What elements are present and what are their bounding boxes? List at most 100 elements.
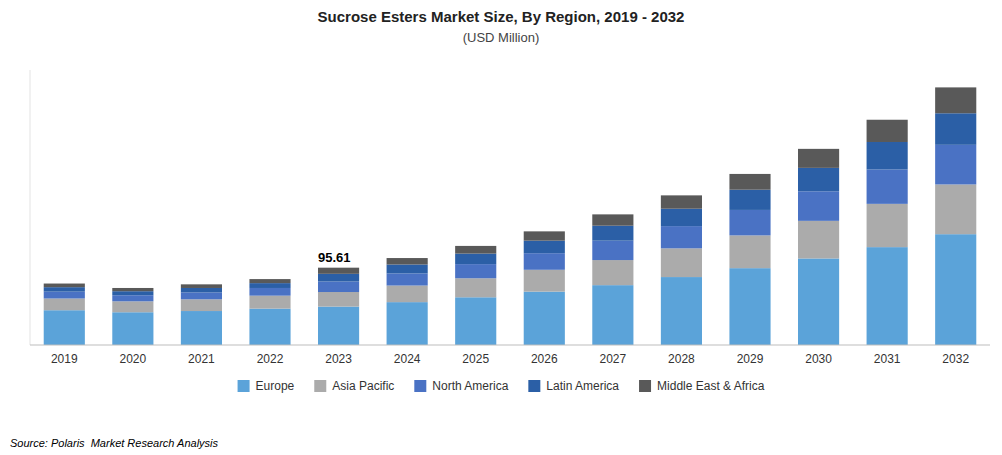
bar [729,268,770,345]
bar [318,307,359,345]
bar [387,265,428,274]
bar [592,241,633,260]
x-tick-label: 2027 [600,352,627,366]
bar [181,292,222,299]
bar [592,260,633,285]
bar [249,288,290,296]
bar [524,231,565,240]
bar [249,309,290,345]
bar [661,277,702,345]
x-tick-label: 2025 [462,352,489,366]
x-tick-label: 2019 [51,352,78,366]
bar [935,145,976,185]
x-tick-label: 2032 [942,352,969,366]
series-group [44,87,977,291]
source: Source: Polaris Market Research Analysis [10,437,219,449]
bar [455,254,496,265]
bar [181,284,222,288]
x-tick-label: 2020 [120,352,147,366]
legend-label: Europe [256,379,295,393]
bar [181,288,222,292]
bar [44,310,85,345]
bar [867,142,908,170]
legend: Europe Asia Pacific North America Latin Ame… [238,379,765,393]
legend-swatch [238,380,250,392]
legend-item: Asia Pacific [314,379,394,393]
bar [524,292,565,345]
bar [112,291,153,295]
bar [112,301,153,312]
y-axis-line [30,70,31,345]
bar [729,174,770,190]
x-tick-label: 2023 [325,352,352,366]
legend-label: Latin America [546,379,619,393]
bar [729,235,770,268]
bar [524,253,565,270]
series-group [44,184,977,312]
legend-swatch [414,380,426,392]
bar [592,226,633,241]
bar [387,273,428,285]
x-tick-label: 2031 [874,352,901,366]
bar [729,190,770,210]
bar [112,312,153,345]
bar [455,297,496,345]
bar [249,283,290,288]
x-axis-line [30,345,990,346]
bar [798,191,839,221]
annotation: 95.61 [318,250,351,265]
bar [798,168,839,191]
bar [661,226,702,248]
chart-svg: Sucrose Esters Market Size, By Region, 2… [0,0,1002,455]
bar [44,292,85,299]
legend-swatch [314,380,326,392]
x-tick-label: 2021 [188,352,215,366]
bar [935,184,976,234]
bar [661,195,702,208]
bar [867,120,908,142]
bar [112,288,153,291]
legend-item: North America [414,379,508,393]
bar [867,247,908,345]
legend-item: Middle East & Africa [639,379,765,393]
x-tick-label: 2030 [805,352,832,366]
bar [455,246,496,254]
legend-swatch [528,380,540,392]
legend-label: Asia Pacific [332,379,394,393]
bar [867,169,908,203]
bar [661,248,702,277]
bar [249,279,290,283]
legend-label: North America [432,379,508,393]
legend-item: Europe [238,379,295,393]
bar [798,221,839,259]
bar [44,287,85,291]
bar [181,311,222,345]
x-tick-label: 2029 [737,352,764,366]
bars [44,87,977,345]
bar [455,278,496,297]
bar [935,234,976,345]
bar [935,113,976,145]
bar [661,209,702,226]
bar [455,264,496,278]
series-group [44,113,977,295]
bar [524,241,565,254]
subtitle: (USD Million) [463,30,540,45]
bar [318,282,359,293]
bar [181,299,222,311]
legend-swatch [639,380,651,392]
bar [387,302,428,345]
bar [524,270,565,292]
bar [592,285,633,345]
bar [798,258,839,345]
bar [867,204,908,247]
bar [44,284,85,288]
x-tick-label: 2028 [668,352,695,366]
bar [798,149,839,168]
bar [112,295,153,301]
chart-container: Sucrose Esters Market Size, By Region, 2… [0,0,1002,455]
x-tick-label: 2024 [394,352,421,366]
bar [44,298,85,310]
bar [387,258,428,264]
bar [387,286,428,303]
